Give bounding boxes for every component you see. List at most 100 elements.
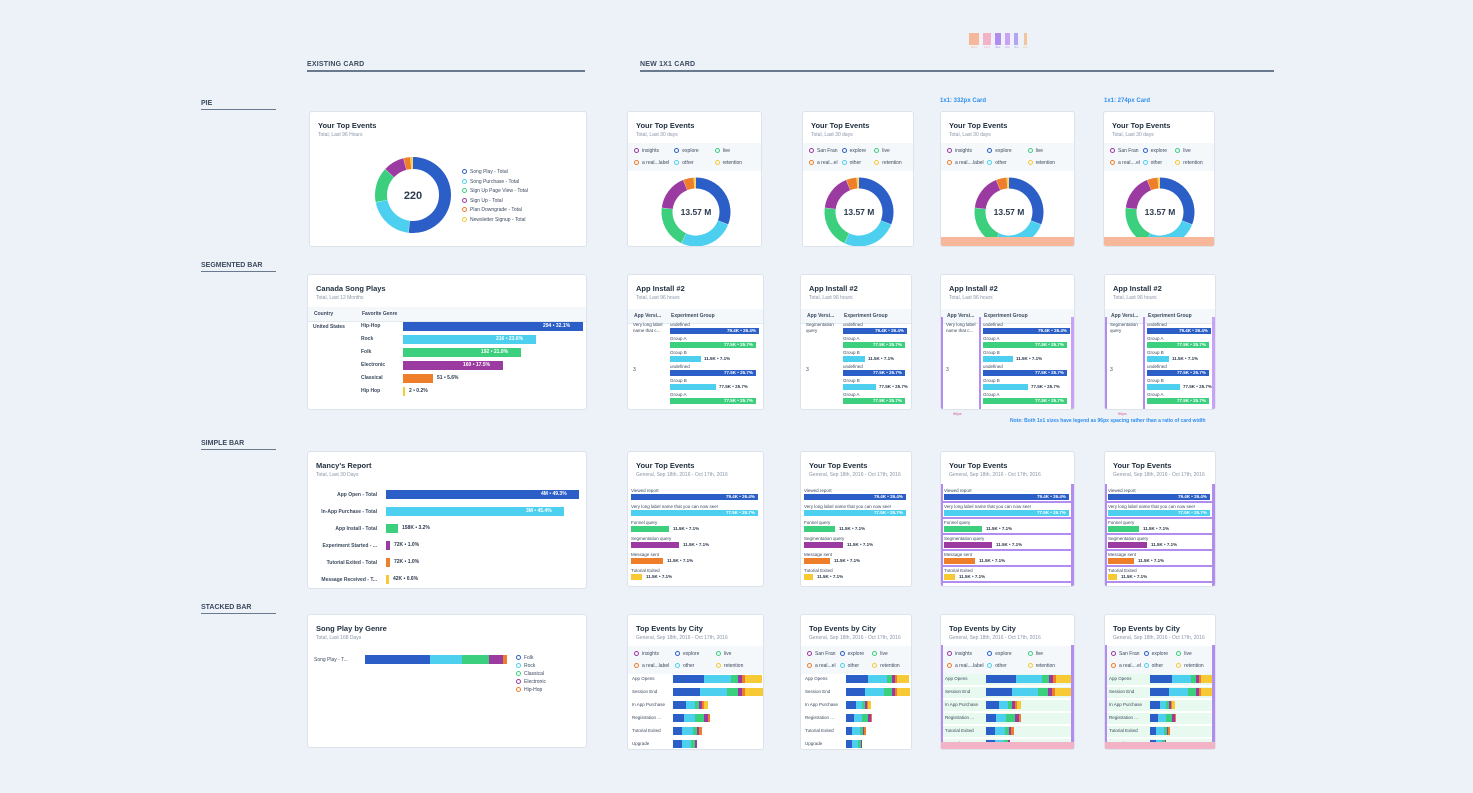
stack-segment[interactable]	[673, 740, 682, 748]
stack-segment[interactable]	[1171, 701, 1172, 709]
stack-segment[interactable]	[1015, 701, 1017, 709]
stack-segment[interactable]	[986, 714, 996, 722]
legend-item[interactable]: retention	[872, 660, 905, 672]
bar[interactable]	[1108, 558, 1134, 564]
segment-bar[interactable]	[983, 384, 1028, 390]
stack-segment[interactable]	[1049, 675, 1053, 683]
stack-segment[interactable]	[986, 727, 995, 735]
bar[interactable]	[944, 558, 975, 564]
legend-item[interactable]: insights	[947, 648, 987, 660]
stack-segment[interactable]	[745, 675, 762, 683]
stack-segment[interactable]	[846, 727, 852, 735]
stacked-new-card[interactable]: Top Events by City General, Sep 18th, 201…	[627, 614, 764, 750]
bar[interactable]	[944, 542, 992, 548]
stack-segment[interactable]	[430, 655, 462, 664]
stack-segment[interactable]	[1150, 675, 1172, 683]
stack-segment[interactable]	[986, 701, 999, 709]
simple-new-card[interactable]: Your Top Events General, Sep 18th, 2016 -…	[800, 451, 912, 587]
segment-bar[interactable]	[843, 370, 905, 376]
legend-item[interactable]: retention	[1027, 157, 1068, 169]
legend-item[interactable]: a real....el	[1110, 157, 1143, 169]
bar[interactable]	[804, 574, 813, 580]
legend-item[interactable]: San Fran	[807, 648, 840, 660]
stack-segment[interactable]	[1052, 688, 1055, 696]
stack-segment[interactable]	[697, 727, 699, 735]
stack-segment[interactable]	[673, 675, 704, 683]
stack-segment[interactable]	[742, 688, 745, 696]
bar[interactable]	[804, 526, 835, 532]
stack-segment[interactable]	[897, 675, 909, 683]
simple-new-card[interactable]: Your Top Events General, Sep 18th, 2016 -…	[940, 451, 1075, 587]
stack-segment[interactable]	[1199, 675, 1201, 683]
simple-new-card[interactable]: Your Top Events General, Sep 18th, 2016 -…	[627, 451, 764, 587]
stack-segment[interactable]	[1196, 688, 1199, 696]
bar[interactable]	[1108, 494, 1210, 500]
legend-item[interactable]: retention	[1176, 660, 1209, 672]
bar[interactable]	[944, 510, 1069, 516]
stack-segment[interactable]	[673, 714, 684, 722]
bar[interactable]	[631, 494, 758, 500]
stack-segment[interactable]	[1156, 727, 1164, 735]
stack-segment[interactable]	[1188, 688, 1196, 696]
stack-segment[interactable]	[1017, 701, 1021, 709]
stack-segment[interactable]	[502, 655, 507, 664]
stack-segment[interactable]	[1056, 675, 1073, 683]
stack-segment[interactable]	[858, 740, 861, 748]
pie-new-card[interactable]: Your Top Events Total, Last 30 days San Fr…	[1103, 111, 1215, 247]
stack-segment[interactable]	[846, 740, 852, 748]
stack-segment[interactable]	[684, 714, 695, 722]
stack-segment[interactable]	[1172, 701, 1175, 709]
bar[interactable]	[804, 558, 830, 564]
stack-segment[interactable]	[742, 675, 745, 683]
stacked-new-card[interactable]: Top Events by City General, Sep 18th, 201…	[940, 614, 1075, 750]
segment-bar[interactable]	[1147, 328, 1211, 334]
stack-segment[interactable]	[884, 688, 892, 696]
segment-bar[interactable]	[983, 328, 1070, 334]
legend-item[interactable]: live	[1027, 145, 1068, 157]
legend-item[interactable]: a real...el	[807, 660, 840, 672]
legend-item[interactable]: other	[839, 660, 873, 672]
stack-segment[interactable]	[682, 727, 693, 735]
bar[interactable]	[631, 542, 679, 548]
stack-segment[interactable]	[731, 675, 738, 683]
stack-segment[interactable]	[1038, 688, 1048, 696]
stack-segment[interactable]	[686, 701, 695, 709]
segment-bar[interactable]	[983, 342, 1067, 348]
simple-existing-card[interactable]: Mancy's Report Total, Last 30 Days App O…	[307, 451, 587, 589]
segment-bar[interactable]	[843, 342, 905, 348]
legend-item[interactable]: a real...label	[634, 660, 675, 672]
stack-segment[interactable]	[1167, 727, 1168, 735]
legend-item[interactable]: live	[872, 648, 905, 660]
stacked-new-card[interactable]: Top Events by City General, Sep 18th, 201…	[800, 614, 912, 750]
stack-segment[interactable]	[863, 727, 864, 735]
stack-segment[interactable]	[1169, 701, 1171, 709]
bar[interactable]	[631, 526, 669, 532]
legend-item[interactable]: explore	[1143, 648, 1177, 660]
legend-item[interactable]: other	[841, 157, 875, 169]
segment-bar[interactable]	[1147, 342, 1209, 348]
seg-new-card[interactable]: App Install #2 Total, Last 96 hours App Ve…	[800, 274, 912, 410]
stack-segment[interactable]	[1053, 675, 1056, 683]
stack-segment[interactable]	[887, 675, 892, 683]
bar[interactable]	[804, 542, 843, 548]
stack-segment[interactable]	[1012, 688, 1038, 696]
legend-item[interactable]: retention	[1175, 157, 1208, 169]
legend-item[interactable]: explore	[674, 648, 716, 660]
segment-bar[interactable]	[843, 328, 907, 334]
stack-segment[interactable]	[867, 701, 868, 709]
stack-segment[interactable]	[854, 714, 862, 722]
stack-segment[interactable]	[864, 727, 866, 735]
stack-segment[interactable]	[704, 714, 708, 722]
stack-segment[interactable]	[693, 727, 697, 735]
segment-bar[interactable]	[843, 356, 865, 362]
stack-segment[interactable]	[1150, 727, 1156, 735]
stack-segment[interactable]	[852, 727, 860, 735]
legend-item[interactable]: a real....label	[947, 660, 987, 672]
bar[interactable]	[386, 524, 398, 533]
stack-segment[interactable]	[365, 655, 431, 664]
stack-segment[interactable]	[682, 740, 691, 748]
stack-segment[interactable]	[852, 740, 858, 748]
stack-segment[interactable]	[1172, 714, 1175, 722]
stack-segment[interactable]	[1015, 714, 1019, 722]
stack-segment[interactable]	[1201, 688, 1214, 696]
